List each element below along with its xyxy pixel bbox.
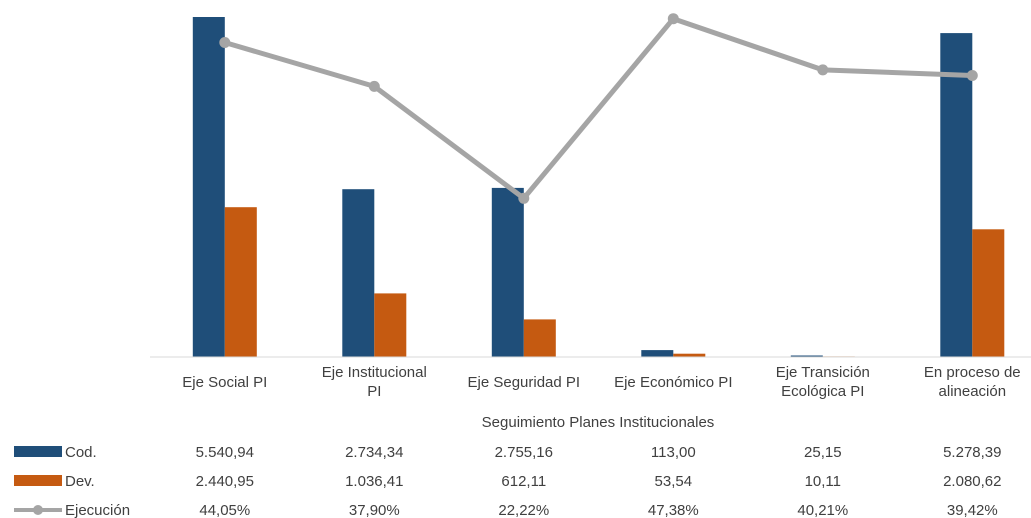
bars-layer [192,17,1005,357]
bar-cod-3 [641,350,674,357]
table-value-0-5: 5.278,39 [943,444,1001,461]
bar-cod-0 [192,17,225,357]
point-ejecucion-0 [219,37,231,48]
bar-dev-5 [972,229,1005,357]
bar-dev-3 [673,353,706,357]
category-label-3: Eje Económico PI [614,374,732,391]
table-value-1-2: 612,11 [501,473,546,490]
point-ejecucion-5 [966,70,978,81]
table-value-2-5: 39,42% [947,502,998,518]
table-value-1-0: 2.440,95 [196,473,254,490]
category-label-4: Eje Transición Ecológica PI [776,364,870,400]
point-ejecucion-3 [667,13,679,25]
table-value-0-0: 5.540,94 [196,444,254,461]
bar-dev-2 [523,319,556,357]
table-value-2-1: 37,90% [349,502,400,518]
x-axis-label: Seguimiento Planes Institucionales [482,414,715,431]
bar-cod-2 [491,187,524,357]
table-row-dev: Dev. 2.440,95 1.036,41 612,11 53,54 10,11 2.08… [14,473,1001,490]
table-value-1-4: 10,11 [805,473,841,490]
table-value-2-2: 22,22% [498,502,549,518]
legend-label-1: Dev. [65,473,95,490]
table-value-0-3: 113,00 [651,444,696,461]
table-value-2-4: 40,21% [797,502,848,518]
bar-dev-0 [224,207,257,357]
table-value-0-1: 2.734,34 [345,444,403,461]
table-value-2-3: 47,38% [648,502,699,518]
table-value-0-2: 2.755,16 [495,444,553,461]
table-row-ejecucin: Ejecución 44,05% 37,90% 22,22% 47,38% 40,21% 3… [14,502,998,518]
legend-label-2: Ejecución [65,502,130,518]
bar-cod-5 [940,33,973,357]
point-ejecucion-2 [518,192,530,204]
bar-cod-4 [790,355,823,357]
point-ejecucion-4 [817,64,829,76]
category-labels: Eje Social PI Eje Institucional PI Eje Segu… [182,364,1020,400]
legend-key-0 [14,446,62,457]
category-label-0: Eje Social PI [182,374,267,391]
category-label-5: En proceso de alineación [924,364,1021,400]
legend-label-0: Cod. [65,444,97,461]
table-value-2-0: 44,05% [199,502,250,518]
data-table: Cod. 5.540,94 2.734,34 2.755,16 113,00 25,15 5… [14,444,1001,518]
legend-marker-2 [33,505,43,515]
category-label-2: Eje Seguridad PI [468,374,581,391]
line-layer [219,13,978,204]
table-value-1-5: 2.080,62 [943,473,1001,490]
table-row-cod: Cod. 5.540,94 2.734,34 2.755,16 113,00 25,15 5… [14,444,1001,461]
category-label-1: Eje Institucional PI [322,364,427,400]
bar-dev-1 [374,293,407,357]
point-ejecucion-1 [368,80,380,92]
table-value-1-3: 53,54 [655,473,693,490]
table-value-1-1: 1.036,41 [345,473,403,490]
table-value-0-4: 25,15 [804,444,842,461]
legend-key-1 [14,475,62,486]
line-ejecucion [224,16,973,201]
bar-cod-1 [342,189,375,357]
